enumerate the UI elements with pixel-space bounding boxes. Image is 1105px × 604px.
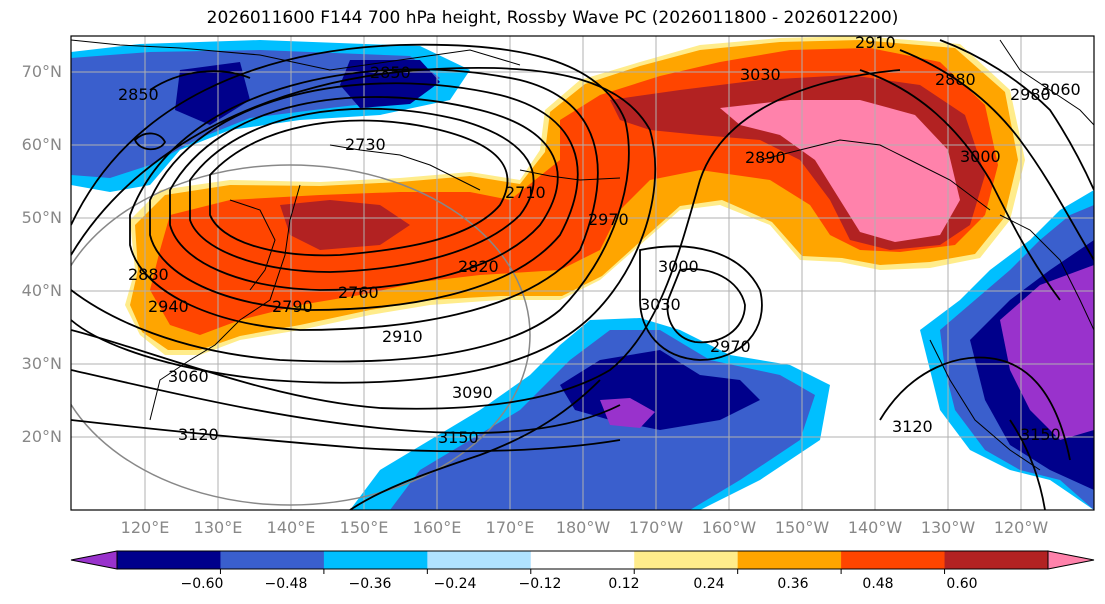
contour-label: 3060 [1040,80,1081,99]
lon-label: 180°W [555,518,611,537]
colorbar-tick-label: 0.48 [862,576,894,592]
colorbar-segment [220,551,325,569]
contour-label: 3150 [438,428,479,447]
lon-label: 150°W [774,518,830,537]
contour-label: 3000 [960,147,1001,166]
colorbar-tick-label: 0.12 [608,576,640,592]
lon-label: 130°W [920,518,976,537]
colorbar-tick-label: 0.24 [693,576,725,592]
contour-label: 2790 [272,297,313,316]
lon-label: 170°E [485,518,535,537]
contour-label: 2820 [458,257,499,276]
contour-label: 2760 [338,283,379,302]
contour-label: 2880 [935,70,976,89]
contour-label: 3060 [168,367,209,386]
contour-label: 3030 [640,295,681,314]
contour-label: 3090 [452,383,493,402]
lon-label: 130°E [193,518,243,537]
lon-label: 120°W [993,518,1049,537]
lon-label: 160°W [701,518,757,537]
lat-label: 20°N [21,427,62,446]
colorbar-tick-label: −0.60 [180,576,224,592]
lon-label: 140°W [847,518,903,537]
coastlines [71,39,1094,471]
contour-label: 3120 [178,425,219,444]
contour-label: 2970 [710,337,751,356]
lat-label: 30°N [21,354,62,373]
colorbar-tick-label: 0.60 [946,576,978,592]
colorbar-segment [427,551,532,569]
colorbar-tick-label: −0.24 [433,576,477,592]
contour-label: 2980 [1010,85,1051,104]
colorbar-segment [841,551,946,569]
contour-label: 2910 [382,327,423,346]
contour-label: 3150 [1020,425,1061,444]
contour-label: 2940 [148,297,189,316]
lat-label: 40°N [21,281,62,300]
colorbar-segment [944,551,1049,569]
contour-label: 2850 [370,63,411,82]
lat-label: 70°N [21,62,62,81]
lon-label: 160°E [412,518,462,537]
positive-anomaly-shading [125,36,1025,355]
height-contours [71,39,1094,510]
contour-label: 2730 [345,135,386,154]
lon-label: 170°W [628,518,684,537]
colorbar-segment [530,551,635,569]
contour-label: 3030 [740,65,781,84]
contour-label: 2880 [128,265,169,284]
contour-label: 3120 [892,417,933,436]
contour-labels: 2850 2850 2730 2710 2970 3030 2910 2880 … [118,33,1081,447]
lon-label: 140°E [266,518,316,537]
contour-label: 2890 [745,148,786,167]
contour-label: 2910 [855,33,896,52]
colorbar-segment [117,551,221,569]
colorbar-tick-label: −0.12 [518,576,562,592]
colorbar-tick-label: −0.48 [264,576,308,592]
map-title: 2026011600 F144 700 hPa height, Rossby W… [206,8,899,28]
colorbar-segment [737,551,842,569]
colorbar [70,550,1095,574]
lon-label: 120°E [120,518,170,537]
lat-label: 60°N [21,135,62,154]
colorbar-segment [634,551,739,569]
lon-label: 150°E [339,518,389,537]
contour-label: 2710 [505,183,546,202]
contour-label: 2970 [588,210,629,229]
colorbar-tick-label: 0.36 [777,576,809,592]
contour-label: 3000 [658,257,699,276]
contour-label: 2850 [118,85,159,104]
colorbar-max-extension [1047,550,1095,570]
colorbar-tick-label: −0.36 [348,576,392,592]
reference-circle [71,164,531,506]
lat-label: 50°N [21,208,62,227]
map-plot-area: 2850 2850 2730 2710 2970 3030 2910 2880 … [71,33,1094,510]
colorbar-frame [116,550,1049,570]
colorbar-segment [323,551,428,569]
colorbar-min-extension [70,550,118,570]
map-frame [70,35,1095,511]
